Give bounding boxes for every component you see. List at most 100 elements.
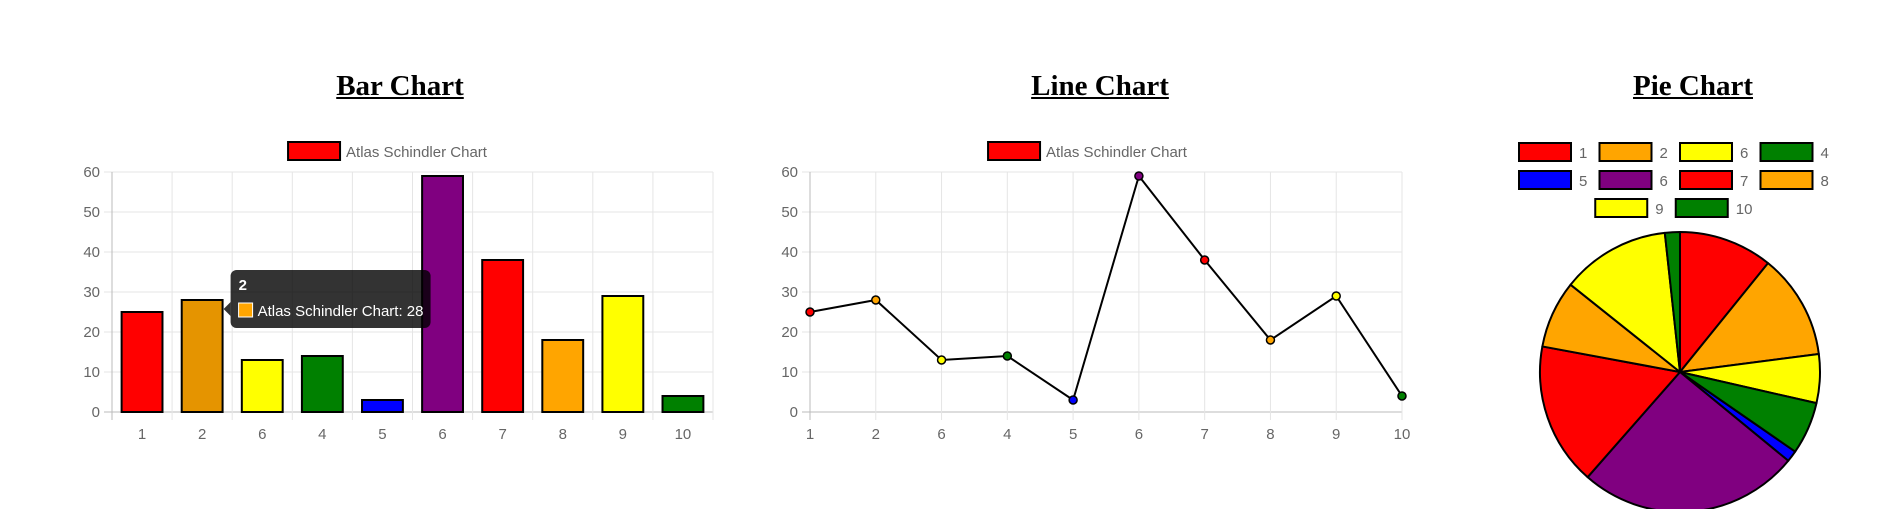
line-point-7[interactable] — [1199, 255, 1210, 265]
bar-8[interactable] — [541, 339, 585, 413]
bar-xtick-label: 6 — [438, 426, 446, 443]
pie-legend-item[interactable]: 6 — [1679, 142, 1748, 162]
pie-legend-item[interactable]: 5 — [1518, 170, 1587, 190]
pie-slice-2[interactable] — [1679, 262, 1820, 373]
bar-4[interactable] — [300, 355, 344, 413]
pie-legend-swatch — [1518, 170, 1572, 190]
pie-legend-item[interactable]: 1 — [1518, 142, 1587, 162]
pie-chart: 1 2 6 4 5 6 7 8 9 10 — [1518, 142, 1829, 509]
bar-7[interactable] — [481, 259, 525, 413]
pie-legend-label: 6 — [1740, 145, 1748, 162]
line-ytick-label: 10 — [781, 364, 798, 381]
pie-slice-7[interactable] — [1539, 345, 1681, 479]
line-xtick-label: 8 — [1266, 426, 1274, 443]
line-point-6[interactable] — [1134, 171, 1144, 181]
pie-legend-item[interactable]: 2 — [1598, 142, 1668, 162]
pie-legend-label: 6 — [1660, 173, 1668, 190]
pie-legend-swatch — [1759, 142, 1814, 162]
bar-10[interactable] — [661, 395, 705, 413]
pie-legend-label: 9 — [1655, 201, 1663, 218]
line-chart-panel: Line Chart Atlas Schindler Chart 0 10 20 30 4… — [700, 0, 1500, 509]
line-ytick-label: 60 — [781, 164, 798, 181]
line-point-2[interactable] — [871, 295, 881, 305]
bar-5[interactable] — [361, 399, 404, 413]
pie-legend-label: 8 — [1821, 173, 1829, 190]
line-ytick-label: 50 — [781, 204, 798, 221]
pie-slice-6[interactable] — [1586, 371, 1790, 509]
pie-legend-swatch — [1679, 170, 1733, 190]
bar-xtick-label: 2 — [198, 426, 206, 443]
tooltip-box — [230, 270, 431, 328]
pie-slice-9[interactable] — [1569, 231, 1681, 373]
line-xtick-label: 6 — [937, 426, 945, 443]
line-series — [809, 173, 1403, 402]
bar-xtick-label: 5 — [378, 426, 386, 443]
bar-xtick-label: 6 — [258, 426, 266, 443]
line-point-10[interactable] — [1397, 391, 1407, 401]
bar-1[interactable] — [120, 311, 164, 413]
bar-ytick-label: 50 — [83, 204, 100, 221]
pie-legend-item[interactable]: 4 — [1759, 142, 1829, 162]
line-point-9[interactable] — [1331, 291, 1341, 301]
line-ytick-label: 30 — [781, 284, 798, 301]
bar-3[interactable] — [240, 359, 284, 413]
tooltip-text: Atlas Schindler Chart: 28 — [258, 303, 424, 320]
line-legend[interactable]: Atlas Schindler Chart — [987, 141, 1188, 161]
line-xtick-label: 1 — [806, 426, 814, 443]
tooltip-swatch — [238, 302, 254, 318]
line-legend-swatch — [987, 141, 1042, 161]
bar-xtick-label: 7 — [498, 426, 506, 443]
pie-legend-label: 1 — [1579, 145, 1587, 162]
pie-slice-10[interactable] — [1663, 231, 1681, 373]
tooltip-title: 2 — [239, 277, 247, 294]
pie-legend-label: 5 — [1579, 173, 1587, 190]
line-chart: Atlas Schindler Chart 0 10 20 30 40 50 60 1 2 6 4 5 6… — [781, 141, 1410, 443]
bar-legend-swatch — [287, 141, 342, 161]
bar-chart-title: Bar Chart — [336, 70, 464, 102]
line-ytick-label: 40 — [781, 244, 798, 261]
bar-ytick-label: 10 — [83, 364, 100, 381]
bar-ytick-label: 0 — [92, 404, 100, 421]
bar-chart-panel: Bar Chart Atlas Schindler Chart 0 10 20 30 40… — [0, 0, 800, 509]
line-point-3[interactable] — [936, 355, 947, 365]
pie-legend-swatch — [1674, 198, 1729, 218]
bar-9[interactable] — [601, 295, 645, 413]
bar-ytick-label: 60 — [83, 164, 100, 181]
line-point-5[interactable] — [1068, 395, 1078, 405]
pie-legend-label: 7 — [1740, 173, 1748, 190]
pie-legend-item[interactable]: 8 — [1759, 170, 1829, 190]
bar-xtick-label: 10 — [675, 426, 692, 443]
line-xtick-label: 6 — [1135, 426, 1143, 443]
line-xtick-label: 4 — [1003, 426, 1011, 443]
line-xtick-label: 2 — [872, 426, 880, 443]
bar-xtick-label: 8 — [559, 426, 567, 443]
bar-xtick-label: 1 — [138, 426, 146, 443]
pie-legend-swatch — [1598, 170, 1653, 190]
pie-legend-swatch — [1598, 142, 1653, 162]
line-xtick-label: 5 — [1069, 426, 1077, 443]
bar-ytick-label: 30 — [83, 284, 100, 301]
pie-legend-item[interactable]: 7 — [1679, 170, 1748, 190]
pie-legend-item[interactable]: 6 — [1598, 170, 1668, 190]
line-point-1[interactable] — [805, 307, 815, 317]
line-legend-label: Atlas Schindler Chart — [1046, 144, 1188, 161]
pie-slice-1[interactable] — [1679, 231, 1770, 373]
pie-legend-swatch — [1594, 198, 1649, 218]
bar-xtick-label: 9 — [619, 426, 627, 443]
bar-ytick-label: 40 — [83, 244, 100, 261]
pie-legend-swatch — [1759, 170, 1814, 190]
bar-2[interactable] — [180, 299, 224, 413]
line-ytick-label: 0 — [790, 404, 798, 421]
pie-legend-item[interactable]: 9 — [1594, 198, 1664, 218]
line-xtick-label: 7 — [1200, 426, 1208, 443]
bar-legend[interactable]: Atlas Schindler Chart — [287, 141, 488, 161]
bar-ytick-label: 20 — [83, 324, 100, 341]
pie-legend-item[interactable]: 10 — [1674, 198, 1753, 218]
tooltip-caret — [223, 302, 231, 316]
line-point-8[interactable] — [1265, 335, 1276, 345]
pie-legend-label: 4 — [1821, 145, 1829, 162]
pie-chart-title: Pie Chart — [1633, 70, 1753, 102]
line-point-4[interactable] — [1002, 351, 1013, 361]
bar-tooltip: 2 Atlas Schindler Chart: 28 — [223, 270, 431, 328]
pie-chart-panel: Pie Chart 1 2 6 4 5 6 7 8 9 10 — [1500, 0, 1886, 509]
